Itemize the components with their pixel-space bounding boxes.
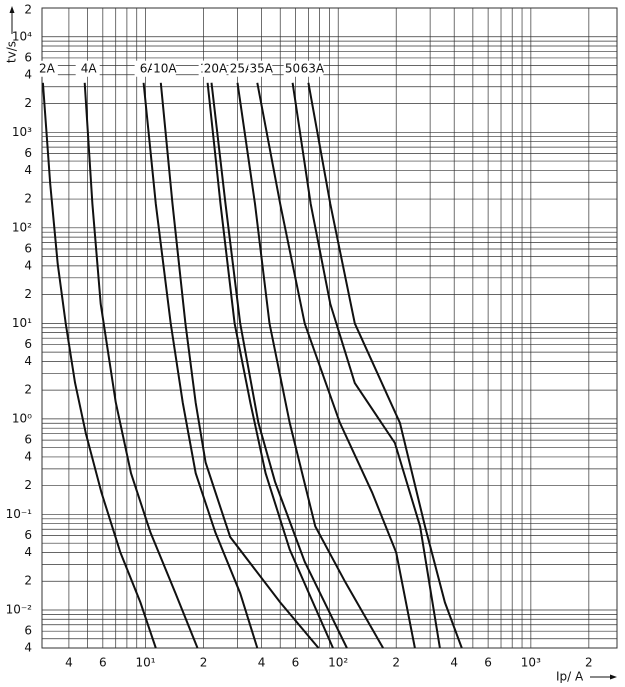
y-tick-label: 6 [24,433,32,447]
series-label-bg [299,60,324,77]
y-tick-label: 2 [24,383,32,397]
series-label-bg [248,60,273,77]
y-tick-label: 2 [24,478,32,492]
series-label: 2A [39,61,56,75]
y-tick-label: 4 [24,449,32,463]
x-tick-label: 10³ [521,656,541,670]
y-tick-label: 10⁻² [6,602,33,616]
series-label: 10A [153,61,177,75]
x-tick-label: 10² [328,656,348,670]
y-tick-label: 2 [24,96,32,110]
y-tick-label: 6 [24,146,32,160]
series-label-bg [151,60,176,77]
y-tick-label: 6 [24,337,32,351]
fuse-curve [206,82,334,649]
fuse-curve [159,82,320,649]
y-tick-label: 4 [24,67,32,81]
series-label: 63A [301,61,325,75]
y-tick-label: 4 [24,258,32,272]
x-tick-label: 4 [450,656,458,670]
x-tick-label: 4 [65,656,73,670]
fuse-curve [210,82,348,649]
y-tick-label: 10¹ [12,316,32,330]
y-tick-label: 6 [24,624,32,638]
y-tick-label: 2 [24,287,32,301]
y-tick-label: 6 [24,242,32,256]
y-tick-label: 10² [12,220,32,234]
series-label: 20A [204,61,228,75]
fuse-curve [307,82,463,649]
y-tick-label: 4 [24,545,32,559]
x-tick-label: 2 [585,656,593,670]
x-tick-label: 2 [392,656,400,670]
x-axis-arrowhead [610,674,617,680]
x-tick-label: 6 [99,656,107,670]
series-label-bg [33,60,58,77]
y-tick-label: 4 [24,641,32,655]
x-axis-title: Ip/ A [556,670,584,684]
x-tick-label: 4 [258,656,266,670]
x-tick-label: 6 [292,656,300,670]
series-label: 35A [250,61,274,75]
y-tick-label: 10⁴ [12,29,32,43]
y-tick-label: 2 [24,3,32,17]
fuse-curve [256,82,416,649]
y-tick-label: 2 [24,192,32,206]
x-tick-label: 6 [484,656,492,670]
series-label: 4A [81,61,98,75]
fuse-curve [41,82,157,649]
x-tick-label: 2 [200,656,208,670]
y-tick-label: 10⁰ [12,411,32,425]
y-tick-label: 10³ [12,125,32,139]
y-axis-arrowhead [9,6,15,13]
series-label-bg [75,60,100,77]
series-label-bg [228,60,253,77]
y-tick-label: 6 [24,528,32,542]
fuse-curve [236,82,384,649]
x-tick-label: 10¹ [136,656,156,670]
fuse-curve [83,82,199,649]
series-label: 25A [230,61,254,75]
y-tick-label: 4 [24,163,32,177]
series-label-bg [202,60,227,77]
fuse-curve [291,82,441,649]
y-axis-title: tv/s [5,41,19,63]
y-tick-label: 6 [24,50,32,64]
fuse-curve [142,82,259,649]
y-tick-label: 10⁻¹ [6,507,33,521]
y-tick-label: 2 [24,574,32,588]
y-tick-label: 4 [24,354,32,368]
